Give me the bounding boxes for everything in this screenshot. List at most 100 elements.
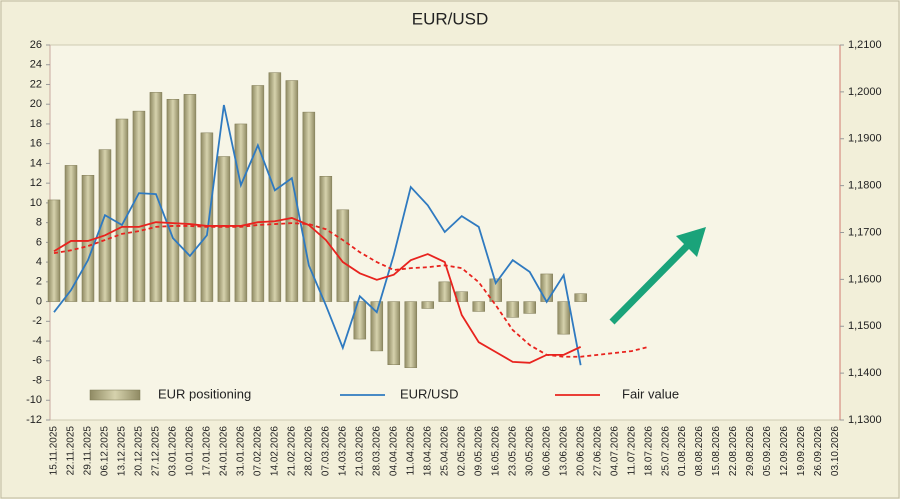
x-tick-label: 20.12.2025 [134, 426, 145, 476]
bar [234, 123, 248, 302]
legend-swatch [89, 389, 141, 401]
bar [132, 110, 146, 302]
bar [183, 94, 197, 302]
legend-label: Fair value [622, 386, 679, 401]
y-tick-label: -4 [32, 335, 42, 347]
bar [217, 156, 231, 302]
x-tick-label: 30.05.2026 [524, 426, 535, 476]
y-tick-label: 4 [36, 256, 42, 268]
bar [557, 301, 570, 335]
x-tick-label: 14.02.2026 [270, 426, 281, 476]
x-tick-label: 25.07.2026 [660, 426, 671, 476]
x-tick-label: 27.12.2025 [151, 426, 162, 476]
chart-title: EUR/USD [412, 9, 489, 28]
x-tick-label: 21.02.2026 [286, 426, 297, 476]
arrow-head [676, 227, 706, 257]
bar [149, 92, 163, 302]
bar [387, 301, 401, 365]
bar [285, 80, 299, 302]
x-tick-label: 16.05.2026 [490, 426, 501, 476]
y-tick-label: 14 [30, 157, 42, 169]
y-tick-label: -2 [32, 315, 42, 327]
bar [64, 165, 78, 302]
bar [370, 301, 384, 352]
x-tick-label: 29.11.2025 [83, 426, 94, 476]
x-tick-label: 22.08.2026 [728, 426, 739, 476]
y2-tick-label: 1,1800 [848, 180, 882, 192]
bar [115, 118, 129, 302]
y2-tick-label: 1,1600 [848, 273, 882, 285]
y2-tick-label: 1,2000 [848, 86, 882, 98]
y-tick-label: 8 [36, 217, 42, 229]
line [53, 217, 582, 364]
y-tick-label: -10 [26, 394, 42, 406]
x-tick-label: 11.04.2026 [405, 426, 416, 476]
bar [404, 301, 418, 368]
x-tick-label: 07.03.2026 [320, 426, 331, 476]
y-tick-label: 2 [36, 276, 42, 288]
y2-tick-label: 1,1900 [848, 133, 882, 145]
y-tick-label: 6 [36, 236, 42, 248]
line [53, 104, 582, 366]
x-tick-label: 18.07.2026 [643, 426, 654, 476]
bar [353, 301, 367, 340]
y2-tick-label: 1,1500 [848, 320, 882, 332]
y-tick-label: 20 [30, 98, 42, 110]
x-tick-label: 19.09.2026 [796, 426, 807, 476]
x-tick-label: 31.01.2026 [236, 426, 247, 476]
y2-tick-label: 1,1700 [848, 226, 882, 238]
x-tick-label: 06.12.2025 [100, 426, 111, 476]
x-tick-label: 24.01.2026 [219, 426, 230, 476]
x-tick-label: 11.07.2026 [626, 426, 637, 476]
x-tick-label: 21.03.2026 [354, 426, 365, 476]
y-tick-label: 10 [30, 197, 42, 209]
y2-tick-label: 1,1400 [848, 367, 882, 379]
x-tick-label: 03.01.2026 [168, 426, 179, 476]
x-tick-label: 22.11.2025 [66, 426, 77, 476]
bar [472, 301, 485, 312]
bar [574, 293, 587, 302]
y-tick-label: 12 [30, 177, 42, 189]
x-tick-label: 13.06.2026 [558, 426, 569, 476]
bar [438, 281, 452, 302]
bar [506, 301, 519, 318]
x-tick-label: 09.05.2026 [473, 426, 484, 476]
x-tick-label: 14.03.2026 [337, 426, 348, 476]
y-tick-label: -6 [32, 355, 42, 367]
y-tick-label: 24 [30, 59, 42, 71]
bar [540, 273, 553, 302]
x-tick-label: 15.11.2025 [49, 426, 60, 476]
x-tick-label: 23.05.2026 [507, 426, 518, 476]
y-tick-label: 22 [30, 78, 42, 90]
x-tick-label: 28.02.2026 [303, 426, 314, 476]
x-tick-label: 17.01.2026 [202, 426, 213, 476]
x-tick-label: 05.09.2026 [762, 426, 773, 476]
x-tick-label: 04.07.2026 [609, 426, 620, 476]
x-tick-label: 26.09.2026 [813, 426, 824, 476]
y-tick-label: 26 [30, 39, 42, 51]
bar [421, 301, 435, 309]
y2-tick-label: 1,2100 [848, 39, 882, 51]
y2-tick-label: 1,1300 [848, 414, 882, 426]
x-tick-label: 27.06.2026 [592, 426, 603, 476]
x-tick-label: 02.05.2026 [456, 426, 467, 476]
bar [81, 175, 95, 302]
x-tick-label: 18.04.2026 [422, 426, 433, 476]
arrow [609, 227, 706, 325]
x-tick-label: 29.08.2026 [745, 426, 756, 476]
x-tick-label: 07.02.2026 [253, 426, 264, 476]
y-tick-label: -8 [32, 374, 42, 386]
x-tick-label: 01.08.2026 [677, 426, 688, 476]
legend-label: EUR positioning [158, 386, 251, 401]
y-tick-label: 18 [30, 118, 42, 130]
y-tick-label: 16 [30, 138, 42, 150]
x-tick-label: 13.12.2025 [117, 426, 128, 476]
x-tick-label: 15.08.2026 [711, 426, 722, 476]
x-tick-label: 03.10.2026 [830, 426, 841, 476]
x-tick-label: 20.06.2026 [575, 426, 586, 476]
x-tick-label: 10.01.2026 [185, 426, 196, 476]
bar [523, 301, 536, 314]
x-tick-label: 12.09.2026 [779, 426, 790, 476]
y-tick-label: -12 [26, 414, 42, 426]
